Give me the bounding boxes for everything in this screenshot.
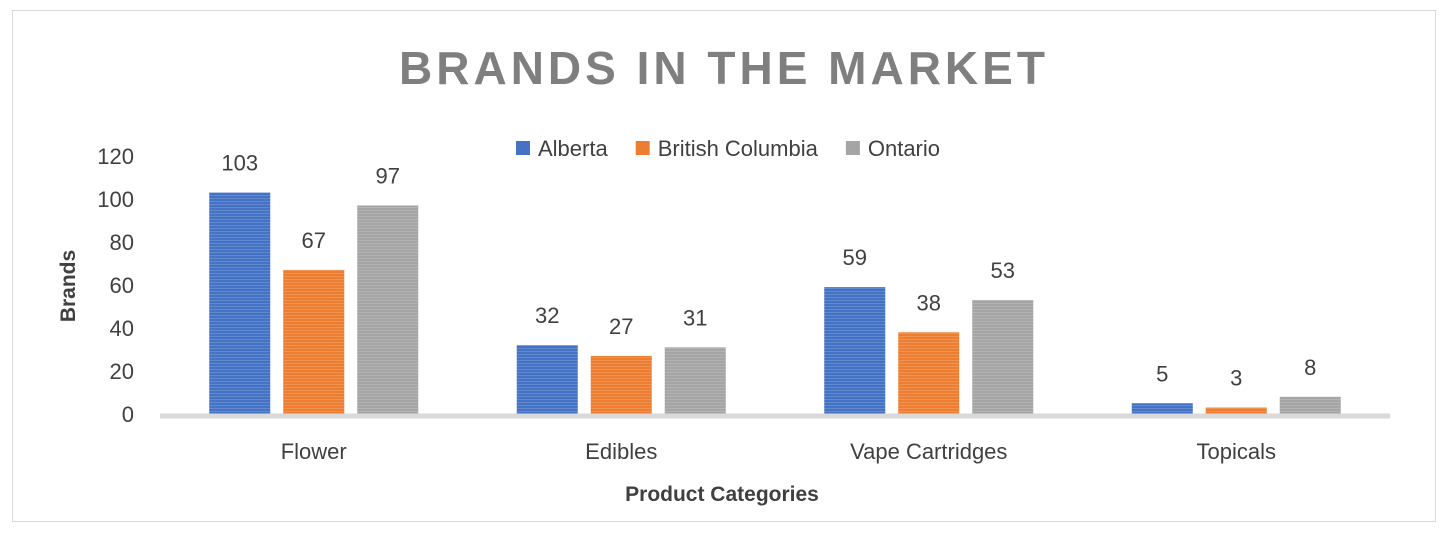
bar-texture xyxy=(357,205,419,414)
legend-label: British Columbia xyxy=(658,136,819,161)
bar-texture xyxy=(898,332,960,414)
data-label: 27 xyxy=(609,314,633,339)
legend: Alberta British Columbia Ontario xyxy=(515,136,940,161)
y-tick-label: 60 xyxy=(110,273,134,298)
data-label: 59 xyxy=(843,245,867,270)
bar-texture xyxy=(664,347,726,414)
data-label: 38 xyxy=(917,290,941,315)
y-axis-title: Brands xyxy=(57,250,80,322)
x-category-label: Topicals xyxy=(1197,439,1276,464)
bar-texture xyxy=(1131,403,1193,414)
bar-texture xyxy=(283,269,345,414)
data-label: 31 xyxy=(683,305,707,330)
legend-swatch xyxy=(515,141,530,155)
x-category-label: Vape Cartridges xyxy=(850,439,1007,464)
data-label: 3 xyxy=(1230,366,1242,391)
bar-texture xyxy=(1205,407,1267,414)
data-label: 8 xyxy=(1304,355,1316,380)
bar-texture xyxy=(972,300,1034,414)
y-tick-label: 100 xyxy=(97,187,134,212)
bar-texture xyxy=(590,355,652,414)
x-axis-title: Product Categories xyxy=(625,483,819,506)
y-tick-label: 0 xyxy=(122,402,134,427)
x-axis-category-labels: Flower Edibles Vape Cartridges Topicals xyxy=(281,439,1276,464)
bars xyxy=(209,192,1341,414)
bar-texture xyxy=(824,287,886,414)
y-axis-ticks: 0 20 40 60 80 100 120 xyxy=(97,144,134,427)
data-label: 32 xyxy=(535,303,559,328)
y-tick-label: 80 xyxy=(110,230,134,255)
legend-label: Ontario xyxy=(868,136,940,161)
legend-swatch xyxy=(635,141,650,155)
data-label: 5 xyxy=(1156,361,1168,386)
y-tick-label: 20 xyxy=(110,359,134,384)
legend-label: Alberta xyxy=(538,136,608,161)
x-category-label: Flower xyxy=(281,439,347,464)
data-label: 103 xyxy=(221,151,258,176)
legend-swatch xyxy=(845,141,860,155)
data-label: 67 xyxy=(302,228,326,253)
y-tick-label: 40 xyxy=(110,316,134,341)
chart-title: BRANDS IN THE MARKET xyxy=(399,42,1049,94)
data-label: 97 xyxy=(376,163,400,188)
bar-texture xyxy=(516,345,578,414)
bar-texture xyxy=(1279,396,1341,414)
x-category-label: Edibles xyxy=(585,439,657,464)
data-label: 53 xyxy=(991,258,1015,283)
y-tick-label: 120 xyxy=(97,144,134,169)
bar-texture xyxy=(209,192,271,414)
